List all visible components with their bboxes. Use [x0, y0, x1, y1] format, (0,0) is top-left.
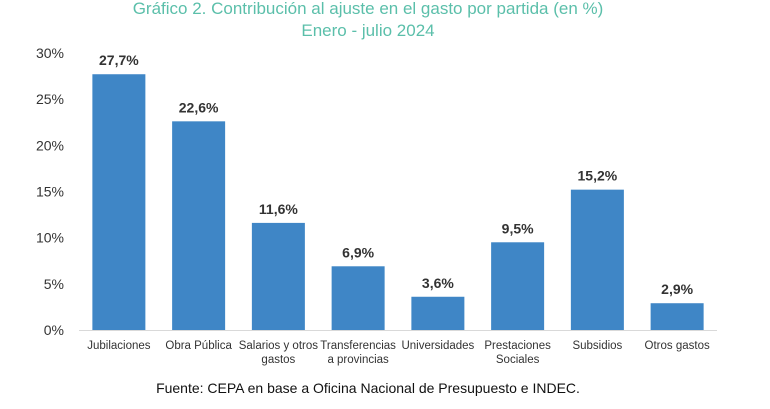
data-label: 6,9%: [342, 244, 374, 260]
x-tick-label: Transferencias a provincias: [320, 340, 396, 366]
y-tick-label: 25%: [36, 91, 64, 107]
y-tick-label: 10%: [36, 230, 64, 246]
bar: [92, 74, 146, 330]
y-tick-label: 15%: [36, 184, 64, 200]
y-tick-label: 20%: [36, 137, 64, 153]
bar: [172, 121, 226, 331]
bar: [251, 222, 305, 330]
data-label: 3,6%: [422, 275, 454, 291]
bars: [92, 74, 704, 331]
x-tick-label: Jubilaciones: [87, 340, 151, 352]
data-label: 11,6%: [259, 201, 298, 217]
data-label: 15,2%: [578, 168, 618, 184]
x-tick-label: Prestaciones Sociales: [484, 340, 551, 366]
x-tick-label: Salarios y otros gastos: [239, 340, 319, 366]
y-tick-label: 5%: [44, 276, 64, 292]
data-label: 22,6%: [179, 99, 219, 115]
y-axis: 0% 5% 10% 15% 20% 25% 30%: [36, 45, 64, 338]
x-axis: Jubilaciones Obra Pública Salarios y otros…: [79, 330, 717, 366]
data-label: 9,5%: [502, 220, 534, 236]
bar: [650, 303, 704, 330]
x-tick-label: Otros gastos: [645, 340, 710, 352]
chart-title: Gráfico 2. Contribución al ajuste en el …: [133, 0, 604, 18]
x-tick-label: Universidades: [401, 340, 474, 352]
y-tick-label: 30%: [36, 45, 64, 61]
y-tick-label: 0%: [44, 322, 64, 338]
x-tick-label: Subsidios: [572, 340, 622, 352]
bar: [570, 189, 624, 330]
bar: [411, 296, 465, 330]
data-labels: 27,7% 22,6% 11,6% 6,9% 3,6% 9,5% 15,2% 2,9%: [99, 52, 694, 297]
x-tick-label: Obra Pública: [165, 340, 232, 352]
bar: [491, 242, 545, 330]
bar: [331, 266, 385, 330]
chart-subtitle: Enero - julio 2024: [301, 21, 434, 40]
source-note: Fuente: CEPA en base a Oficina Nacional …: [156, 380, 580, 396]
data-label: 27,7%: [99, 52, 139, 68]
data-label: 2,9%: [661, 281, 693, 297]
